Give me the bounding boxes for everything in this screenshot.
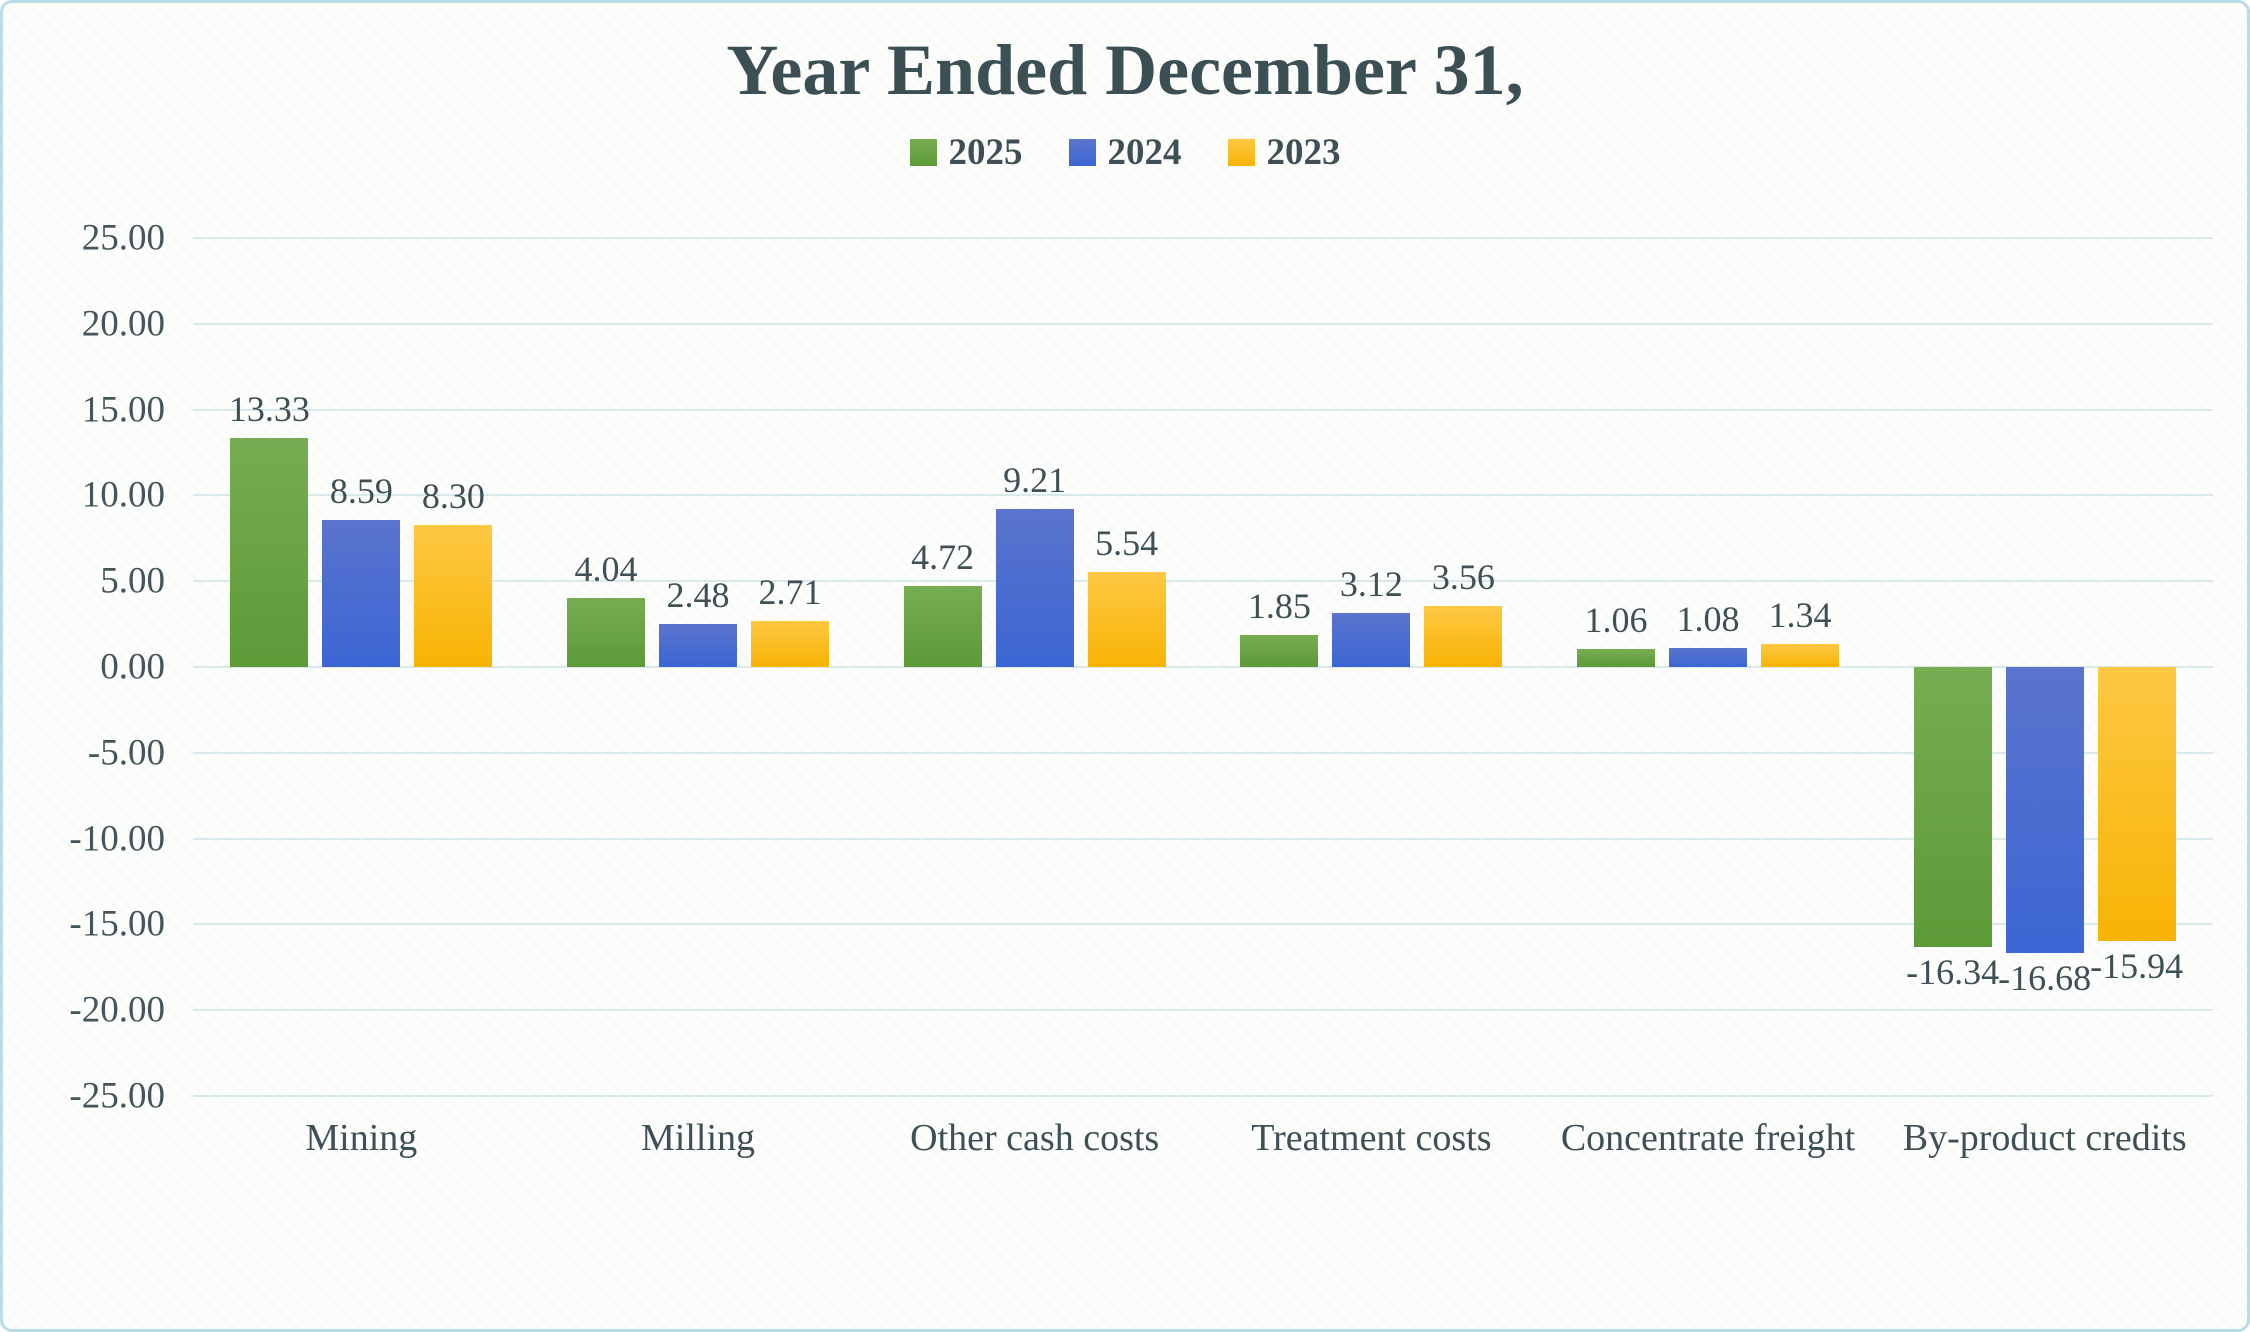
x-axis-label-by-product-credits: By-product credits: [1902, 1117, 2187, 1159]
bar-value-label: 3.12: [1339, 564, 1403, 605]
legend-swatch-2025: [909, 139, 937, 166]
bar-value-label: 9.21: [1003, 459, 1067, 500]
gridline: [193, 751, 2213, 754]
legend-item-2023: 2023: [1227, 131, 1341, 174]
bar-value-label: 2.48: [666, 575, 730, 616]
x-axis-label-treatment-costs: Treatment costs: [1251, 1117, 1492, 1159]
legend-swatch-2024: [1068, 139, 1096, 166]
legend-label: 2025: [948, 132, 1023, 173]
gridline: [193, 237, 2213, 239]
gridline: [193, 1009, 2213, 1012]
bar-2025-mining: [230, 438, 309, 667]
bar-value-label: 3.56: [1431, 556, 1495, 597]
plot-area: 13.33 4.04 4.72 1.85 1.06 -16.34 8.59 2.48 9.21 3…: [193, 237, 2213, 1097]
bar-value-label: 8.59: [329, 470, 393, 511]
bar-2024-other-cash-costs: [995, 508, 1074, 667]
x-axis-label-mining: Mining: [305, 1117, 418, 1159]
y-axis-label: 10.00: [81, 474, 165, 516]
y-axis-label: 0.00: [100, 646, 165, 688]
gridline: [193, 322, 2213, 325]
y-axis-label: 15.00: [81, 389, 165, 431]
bar-value-label: 4.04: [574, 548, 638, 589]
y-axis-label: 25.00: [81, 217, 165, 259]
y-axis-label: 5.00: [100, 560, 165, 602]
legend-item-2025: 2025: [909, 131, 1023, 174]
legend-label: 2024: [1107, 132, 1182, 173]
gridline: [193, 1095, 2213, 1097]
bar-value-label: 13.33: [228, 389, 310, 430]
bar-value-label: 1.08: [1676, 599, 1740, 640]
bar-2024-milling: [659, 624, 737, 667]
bar-value-label: 2.71: [758, 571, 822, 612]
gridline: [193, 408, 2213, 411]
y-axis-label: -15.00: [69, 903, 165, 945]
bar-2025-milling: [567, 597, 645, 667]
y-axis-labels: 25.00 20.00 15.00 10.00 5.00 0.00 -5.00 -10.00 -…: [33, 218, 165, 1117]
y-axis-label: -10.00: [69, 818, 165, 860]
bar-2025-concentrate-freight: [1577, 648, 1655, 667]
legend-label: 2023: [1266, 132, 1341, 173]
bar-value-label: 1.34: [1768, 595, 1832, 636]
bar-2024-by-product-credits: [2005, 667, 2084, 954]
bar-2023-other-cash-costs: [1087, 571, 1166, 667]
x-axis-label-other-cash-costs: Other cash costs: [910, 1117, 1160, 1159]
chart-title: Year Ended December 31,: [726, 30, 1524, 110]
x-axis-labels: Mining Milling Other cash costs Treatment c…: [193, 1116, 2213, 1160]
bar-2023-treatment-costs: [1424, 605, 1503, 667]
bar-2024-treatment-costs: [1332, 613, 1411, 667]
y-axis-label: -5.00: [87, 732, 165, 774]
y-axis-label: -25.00: [69, 1075, 165, 1117]
y-axis-label: 20.00: [81, 303, 165, 345]
y-axis-label: -20.00: [69, 989, 165, 1031]
chart-legend: 2025 2024 2023: [3, 131, 2247, 174]
bar-2025-other-cash-costs: [903, 586, 982, 667]
bar-2023-mining: [414, 524, 493, 667]
gridline: [193, 580, 2213, 583]
bar-value-label: -15.94: [2090, 945, 2184, 986]
bar-value-label: 1.06: [1584, 599, 1648, 640]
bar-2024-mining: [322, 519, 401, 667]
x-axis-label-concentrate-freight: Concentrate freight: [1560, 1117, 1856, 1159]
bar-value-label: 8.30: [421, 475, 485, 516]
bar-value-label: 1.85: [1247, 586, 1311, 627]
bar-2025-by-product-credits: [1913, 667, 1992, 948]
bar-2023-concentrate-freight: [1761, 644, 1839, 667]
bar-value-label: -16.68: [1998, 958, 2092, 999]
bar-2024-concentrate-freight: [1669, 648, 1747, 667]
legend-item-2024: 2024: [1068, 131, 1182, 174]
bar-2023-by-product-credits: [2097, 667, 2176, 941]
bar-2023-milling: [751, 620, 829, 667]
gridline: [193, 666, 2213, 668]
bar-value-label: 4.72: [911, 537, 975, 578]
gridline: [193, 494, 2213, 497]
bar-2025-treatment-costs: [1240, 635, 1319, 667]
x-axis-label-milling: Milling: [640, 1117, 756, 1159]
gridline: [193, 923, 2213, 926]
legend-swatch-2023: [1227, 139, 1255, 166]
bar-value-label: 5.54: [1095, 522, 1159, 563]
bar-value-label: -16.34: [1906, 952, 2000, 993]
gridline: [193, 837, 2213, 840]
